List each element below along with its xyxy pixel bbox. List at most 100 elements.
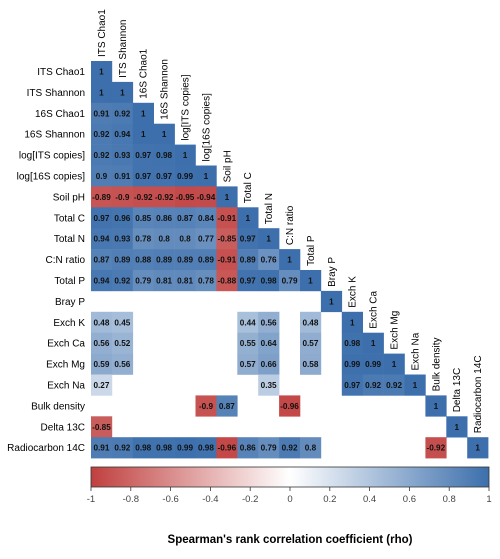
cell-value-label: 0.85 (135, 214, 151, 223)
row-label: log[16S copies] (17, 171, 86, 182)
legend-colorbar (90, 466, 490, 488)
heatmap-cell (362, 353, 384, 375)
cell-value-label: 0.89 (198, 256, 214, 265)
cell-value-label: 0.78 (198, 276, 214, 285)
heatmap-cell (195, 249, 217, 271)
cell-value-label: 0.99 (177, 172, 193, 181)
cell-value-label: 0.97 (240, 276, 256, 285)
legend-tick-label: 0.2 (323, 494, 336, 505)
heatmap-cell (111, 123, 134, 145)
heatmap-cell (91, 186, 113, 208)
column-label: ITS Shannon (118, 20, 129, 78)
heatmap-cell (132, 228, 154, 250)
cell-value-label: 0.97 (135, 172, 151, 181)
legend-tick-label: -0.2 (242, 494, 258, 505)
heatmap-cell (174, 228, 196, 250)
cell-value-label: 0.99 (344, 360, 360, 369)
cell-value-label: -0.96 (280, 402, 299, 411)
cell-value-label: 0.91 (93, 109, 109, 118)
cell-value-label: 1 (162, 130, 167, 139)
cell-value-label: 0.48 (93, 318, 109, 327)
cell-value-label: 0.94 (93, 235, 109, 244)
heatmap-cell (279, 249, 301, 271)
heatmap-cell (383, 374, 405, 396)
column-label: log[ITS copies] (181, 74, 192, 140)
cell-value-label: -0.92 (134, 193, 153, 202)
heatmap-cell (153, 228, 175, 250)
heatmap-cell (132, 270, 154, 292)
heatmap-cell (216, 228, 238, 250)
heatmap-cell (132, 102, 154, 124)
heatmap-cell (91, 123, 113, 145)
legend-tick-label: 0.6 (403, 494, 416, 505)
heatmap-cell (91, 102, 113, 124)
row-label: Total N (54, 234, 85, 245)
row-label: Total C (54, 213, 85, 224)
cell-value-label: 0.97 (93, 214, 109, 223)
cell-value-label: 0.92 (386, 381, 402, 390)
cell-value-label: 0.94 (114, 130, 130, 139)
cell-value-label: 0.84 (198, 214, 214, 223)
legend-tick-label: 0.4 (363, 494, 376, 505)
cell-value-label: 0.8 (305, 444, 317, 453)
heatmap-cell (216, 207, 238, 229)
heatmap-cell (174, 207, 196, 229)
cell-value-label: 0.92 (114, 444, 130, 453)
heatmap-cell (132, 249, 154, 271)
cell-value-label: 0.97 (344, 381, 360, 390)
heatmap-cell (300, 332, 322, 354)
heatmap-cell (300, 270, 322, 292)
cell-value-label: 0.93 (114, 151, 130, 160)
cell-value-label: 1 (183, 151, 188, 160)
heatmap-cell (216, 395, 238, 417)
cell-value-label: 0.66 (261, 360, 277, 369)
row-label: Exch Ca (47, 339, 85, 350)
column-label: Exch K (348, 276, 359, 308)
row-label: Delta 13C (41, 422, 85, 433)
heatmap-cell (258, 353, 280, 375)
cell-value-label: 0.89 (156, 256, 172, 265)
cell-value-label: 0.89 (114, 256, 130, 265)
cell-value-label: 0.97 (135, 151, 151, 160)
heatmap-cell (300, 437, 322, 459)
heatmap-cell (111, 311, 134, 333)
cell-value-label: 0.97 (156, 172, 172, 181)
heatmap-cell (91, 374, 113, 396)
cell-value-label: -0.96 (218, 444, 237, 453)
column-label: Delta 13C (452, 368, 463, 412)
heatmap-cell (132, 144, 154, 166)
cell-value-label: 0.93 (114, 235, 130, 244)
cell-value-label: 0.76 (261, 256, 277, 265)
heatmap-cell (153, 207, 175, 229)
column-label: 16S Chao1 (139, 48, 150, 98)
heatmap-cell (153, 270, 175, 292)
cell-value-label: 0.88 (135, 256, 151, 265)
column-label: Exch Na (410, 332, 421, 370)
cell-value-label: 0.92 (365, 381, 381, 390)
cell-value-label: 0.92 (93, 130, 109, 139)
heatmap-cell (132, 165, 154, 187)
cell-value-label: 1 (350, 318, 355, 327)
cell-value-label: 0.64 (261, 339, 277, 348)
cell-value-label: 0.48 (302, 318, 318, 327)
cell-value-label: 0.57 (240, 360, 256, 369)
cell-value-label: 0.86 (156, 214, 172, 223)
column-label: Radiocarbon 14C (473, 355, 484, 433)
heatmap-cell (237, 437, 259, 459)
heatmap-cell (404, 374, 426, 396)
row-label: log[ITS copies] (19, 151, 85, 162)
cell-value-label: 1 (245, 214, 250, 223)
column-labels: ITS Chao1 ITS Shannon 16S Chao1 16S Shannon… (97, 9, 484, 433)
row-label: 16S Chao1 (35, 109, 85, 120)
cell-value-label: 0.57 (302, 339, 318, 348)
heatmap-cell (237, 353, 259, 375)
cell-value-label: 1 (141, 130, 146, 139)
heatmap-cell (91, 437, 113, 459)
cell-value-label: 0.89 (177, 256, 193, 265)
legend-tick-label: 0.8 (443, 494, 456, 505)
cell-value-label: -0.92 (427, 444, 446, 453)
cell-value-label: -0.89 (92, 193, 111, 202)
cell-value-label: -0.94 (197, 193, 216, 202)
cell-value-label: 1 (99, 88, 104, 97)
heatmap-cell (237, 270, 259, 292)
